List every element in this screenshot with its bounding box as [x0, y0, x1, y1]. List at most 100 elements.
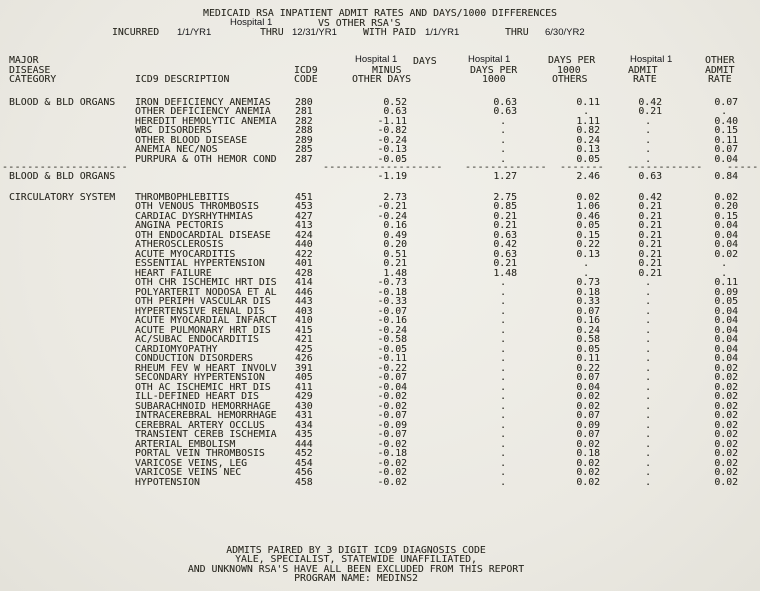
days-per-1000-others-cell: 1.11	[576, 115, 600, 127]
category-cell: BLOOD & BLD ORGANS	[9, 96, 116, 108]
days-minus-other-cell: -0.07	[377, 410, 408, 422]
table-row: CARDIOMYOPATHY 425 -0.05. 0.05. 0.04	[0, 345, 760, 355]
days-minus-other-cell: -0.58	[377, 334, 408, 346]
other-admit-rate-cell: 0.05	[714, 296, 738, 308]
table-row: HYPERTENSIVE RENAL DIS 403 -0.07. 0.07. 0.04	[0, 307, 760, 317]
icd9-code-cell: 280	[295, 96, 313, 108]
days-minus-other-cell: -0.24	[377, 324, 408, 336]
hospital1-admit-rate-cell: 0.21	[638, 239, 662, 251]
other-admit-rate-cell: 0.02	[714, 362, 738, 374]
other-admit-rate-cell: 0.02	[714, 467, 738, 479]
hospital1-days-per-1000-cell: .	[500, 438, 506, 450]
incurred-label: INCURRED	[112, 27, 160, 38]
table-row: RHEUM FEV W HEART INVOLV 391 -0.22. 0.22. 0.…	[0, 364, 760, 374]
hospital1-admit-rate-cell: .	[645, 457, 651, 469]
other-admit-rate-cell: 0.09	[714, 286, 738, 298]
col4-header-other-days: OTHER DAYS	[352, 74, 411, 85]
icd9-code-cell: 443	[295, 296, 313, 308]
days-per-1000-others-cell: 0.58	[576, 334, 600, 346]
table-row: PURPURA & OTH HEMOR COND 287 -0.05. 0.05. 0.…	[0, 153, 760, 165]
table-row: ANEMIA NEC/NOS 285 -0.13. 0.13. 0.07	[0, 145, 760, 155]
other-admit-rate-cell: 0.02	[714, 448, 738, 460]
icd9-description-cell: AC/SUBAC ENDOCARDITIS	[135, 334, 259, 346]
col4-hospital-overlay: Hospital 1	[355, 54, 398, 65]
days-per-1000-others-cell: 0.05	[576, 153, 600, 165]
table-row: ACUTE MYOCARDITIS 422 0.51 0.63 0.13 0.21 0.02	[0, 250, 760, 260]
col8-header-admit: ADMIT	[705, 64, 735, 76]
table-row: ANGINA PECTORIS 413 0.16 0.21 0.05 0.21 0.04	[0, 221, 760, 231]
icd9-code-cell: 287	[295, 153, 313, 165]
days-per-1000-others-cell: 2.46	[576, 171, 600, 183]
table-row: HEREDIT HEMOLYTIC ANEMIA 282 -1.11. 1.11. 0.…	[0, 115, 760, 127]
hospital1-days-per-1000-cell: .	[500, 429, 506, 441]
hospital1-days-per-1000-cell: 0.21	[493, 220, 517, 232]
col-header-icd9: ICD9	[294, 64, 318, 76]
days-per-1000-others-cell: 0.24	[576, 324, 600, 336]
hospital1-admit-rate-cell: .	[645, 277, 651, 289]
table-row: OTHER BLOOD DISEASE 289 -0.24. 0.24. 0.11	[0, 135, 760, 146]
col4-header-days: DAYS	[413, 55, 437, 67]
other-admit-rate-cell: 0.02	[714, 191, 738, 203]
other-admit-rate-cell: 0.04	[714, 334, 738, 346]
table-row: ILL-DEFINED HEART DIS 429 -0.02. 0.02. 0.02	[0, 392, 760, 402]
hospital1-admit-rate-cell: 0.21	[638, 201, 662, 213]
col4-header-minus: MINUS	[372, 64, 402, 76]
hospital1-days-per-1000-cell: .	[500, 144, 506, 155]
other-admit-rate-cell: 0.07	[714, 144, 738, 155]
other-admit-rate-cell: 0.04	[714, 315, 738, 327]
icd9-description-cell: WBC DISORDERS	[135, 125, 212, 136]
other-admit-rate-cell: 0.11	[714, 277, 738, 289]
days-per-1000-others-cell: 0.11	[576, 96, 600, 108]
col7-header-rate: RATE	[633, 74, 657, 85]
days-minus-other-cell: 0.20	[383, 239, 407, 251]
hospital1-admit-rate-cell: .	[645, 476, 651, 488]
hospital1-days-per-1000-cell: .	[500, 115, 506, 127]
icd9-description-cell: ACUTE MYOCARDIAL INFARCT	[135, 315, 277, 327]
days-minus-other-cell: -0.18	[377, 286, 408, 298]
days-minus-other-cell: -0.24	[377, 210, 408, 222]
table-row: SECONDARY HYPERTENSION 405 -0.07. 0.07. 0.02	[0, 373, 760, 383]
hospital1-days-per-1000-cell: 2.75	[493, 191, 517, 203]
table-row: OTH PERIPH VASCULAR DIS 443 -0.33. 0.33. 0.0…	[0, 297, 760, 307]
hospital1-days-per-1000-cell: .	[500, 153, 506, 165]
hospital1-days-per-1000-cell: 0.63	[493, 96, 517, 108]
days-minus-other-cell: -1.19	[377, 171, 408, 183]
col-header-disease: DISEASE	[9, 64, 51, 76]
table-row: TRANSIENT CEREB ISCHEMIA 435 -0.07. 0.07. 0.…	[0, 430, 760, 440]
days-per-1000-others-cell: .	[583, 258, 589, 270]
hospital1-admit-rate-cell: .	[645, 286, 651, 298]
hospital1-admit-rate-cell: .	[645, 429, 651, 441]
days-minus-other-cell: 0.49	[383, 229, 407, 241]
days-minus-other-cell: -0.02	[377, 467, 408, 479]
icd9-description-cell: VARICOSE VEINS NEC	[135, 467, 242, 479]
icd9-description-cell: HEREDIT HEMOLYTIC ANEMIA	[135, 115, 277, 127]
hospital1-days-per-1000-cell: .	[500, 353, 506, 365]
other-admit-rate-cell: .	[721, 258, 727, 270]
icd9-code-cell: 403	[295, 305, 313, 317]
hospital1-days-per-1000-cell: .	[500, 324, 506, 336]
icd9-description-cell: ATHEROSCLEROSIS	[135, 239, 224, 251]
table-row: POLYARTERIT NODOSA ET AL 446 -0.18. 0.18. 0.…	[0, 288, 760, 298]
icd9-code-cell: 415	[295, 324, 313, 336]
other-admit-rate-cell: 0.02	[714, 429, 738, 441]
hospital1-admit-rate-cell: .	[645, 296, 651, 308]
days-per-1000-others-cell: 0.05	[576, 343, 600, 355]
days-per-1000-others-cell: 0.18	[576, 286, 600, 298]
days-per-1000-others-cell: 0.02	[576, 467, 600, 479]
days-minus-other-cell: -0.02	[377, 391, 408, 403]
col5-hospital-overlay: Hospital 1	[468, 54, 511, 65]
icd9-description-cell: CARDIAC DYSRHYTHMIAS	[135, 210, 253, 222]
other-admit-rate-cell: 0.02	[714, 248, 738, 260]
icd9-code-cell: 452	[295, 448, 313, 460]
icd9-code-cell: 428	[295, 267, 313, 279]
icd9-description-cell: POLYARTERIT NODOSA ET AL	[135, 286, 277, 298]
days-minus-other-cell: 0.16	[383, 220, 407, 232]
hospital1-days-per-1000-cell: .	[500, 286, 506, 298]
icd9-description-cell: ACUTE PULMONARY HRT DIS	[135, 324, 271, 336]
icd9-code-cell: 281	[295, 106, 313, 117]
days-minus-other-cell: 1.48	[383, 267, 407, 279]
icd9-code-cell: 391	[295, 362, 313, 374]
days-per-1000-others-cell: 0.07	[576, 305, 600, 317]
hospital1-days-per-1000-cell: .	[500, 296, 506, 308]
other-admit-rate-cell: 0.02	[714, 391, 738, 403]
